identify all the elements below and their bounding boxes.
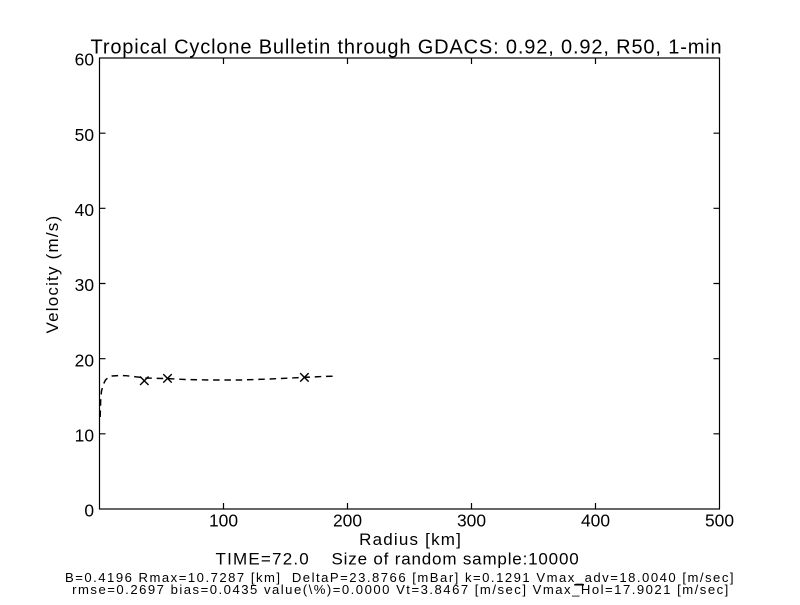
svg-text:50: 50 [75, 125, 94, 145]
svg-text:300: 300 [457, 511, 486, 531]
svg-text:TIME=72.0: TIME=72.0 [216, 550, 310, 569]
svg-text:Size of random sample:10000: Size of random sample:10000 [332, 550, 580, 569]
svg-text:Tropical Cyclone Bulletin thro: Tropical Cyclone Bulletin through GDACS:… [91, 37, 723, 59]
svg-text:30: 30 [75, 275, 94, 295]
svg-text:Radius [km]: Radius [km] [359, 530, 462, 549]
svg-text:rmse=0.2697 bias=0.0435 value(: rmse=0.2697 bias=0.0435 value(\%)=0.0000… [72, 582, 730, 597]
svg-text:200: 200 [333, 511, 362, 531]
svg-text:60: 60 [75, 50, 94, 70]
svg-text:500: 500 [705, 511, 734, 531]
svg-text:Velocity (m/s): Velocity (m/s) [43, 215, 62, 334]
svg-text:B=0.4196 Rmax=10.7287 [km] De: B=0.4196 Rmax=10.7287 [km] DeltaP=23.876… [65, 570, 735, 585]
svg-text:10: 10 [75, 426, 94, 446]
svg-text:400: 400 [581, 511, 610, 531]
svg-text:40: 40 [75, 200, 94, 220]
svg-text:20: 20 [75, 350, 94, 370]
svg-text:100: 100 [209, 511, 238, 531]
svg-text:0: 0 [84, 501, 94, 521]
